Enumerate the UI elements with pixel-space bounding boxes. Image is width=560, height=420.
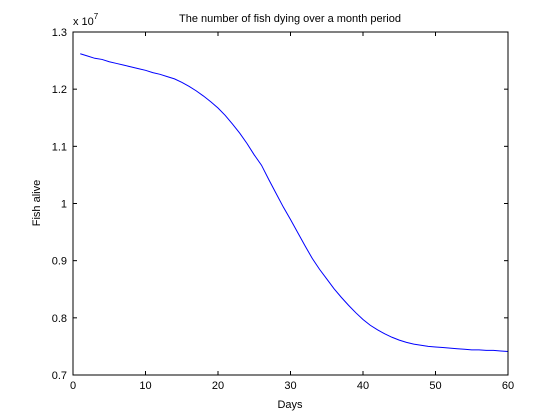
x-tick-label: 30 xyxy=(284,380,296,392)
x-tick-label: 20 xyxy=(212,380,224,392)
y-multiplier-base: x 10 xyxy=(73,16,94,28)
y-multiplier-exponent: 7 xyxy=(94,12,99,21)
series-line xyxy=(80,53,509,353)
x-tick-label: 0 xyxy=(70,380,76,392)
y-tick-label: 0.9 xyxy=(52,256,67,268)
y-tick-label: 0.7 xyxy=(52,370,67,382)
plot-area xyxy=(73,32,508,375)
y-axis-label: Fish alive xyxy=(31,180,43,226)
tick-labels: 0 10 20 30 40 50 60 0.7 0.8 0.9 1 1.1 1.2 1.3 xyxy=(52,27,514,392)
y-tick-label: 0.8 xyxy=(52,313,67,325)
x-tick-label: 40 xyxy=(357,380,369,392)
x-tick-label: 50 xyxy=(429,380,441,392)
plot-frame xyxy=(72,31,509,376)
y-tick-label: 1.3 xyxy=(52,27,67,39)
x-tick-label: 10 xyxy=(139,380,151,392)
y-multiplier: x 107 xyxy=(73,12,99,28)
y-tick-label: 1.1 xyxy=(52,141,67,153)
chart-title: The number of fish dying over a month pe… xyxy=(179,13,401,25)
x-axis-label: Days xyxy=(277,399,303,411)
x-tick-label: 60 xyxy=(502,380,514,392)
y-tick-label: 1 xyxy=(61,199,67,211)
y-tick-label: 1.2 xyxy=(52,84,67,96)
